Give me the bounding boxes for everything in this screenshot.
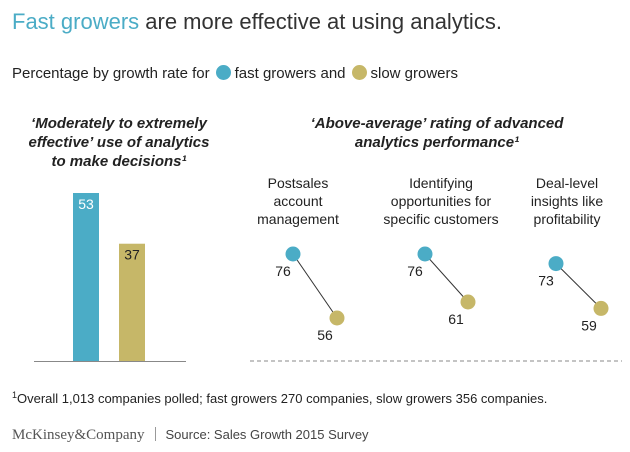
category-label-line: insights like bbox=[530, 193, 604, 209]
dot-value-label-fast: 76 bbox=[407, 263, 423, 279]
chart-title: Fast growers are more effective at using… bbox=[12, 8, 502, 36]
legend: Percentage by growth rate for fast grower… bbox=[12, 64, 458, 84]
brand-logo: McKinsey&Company bbox=[12, 427, 145, 443]
legend-fast-label: fast growers and bbox=[234, 65, 346, 82]
category-label-deal-level: Deal-level insights like profitability bbox=[497, 174, 630, 228]
dot-fast bbox=[417, 246, 433, 262]
bar-slow bbox=[119, 243, 145, 361]
bar-panel-title-line: ‘Moderately to extremely bbox=[31, 115, 207, 132]
title-highlight: Fast growers bbox=[12, 9, 140, 34]
dot-value-label-fast: 76 bbox=[275, 263, 291, 279]
bar-value-label-fast: 53 bbox=[78, 196, 94, 212]
dot-value-label-slow: 61 bbox=[448, 311, 464, 327]
connector-line bbox=[292, 253, 338, 319]
dot-slow bbox=[593, 300, 609, 316]
source-line: McKinsey&Company Source: Sales Growth 201… bbox=[12, 426, 369, 444]
separator bbox=[154, 427, 156, 441]
bar-panel-title-line: effective’ use of analytics bbox=[28, 134, 210, 151]
source-text: Source: Sales Growth 2015 Survey bbox=[165, 427, 369, 442]
dot-slow bbox=[460, 294, 476, 310]
legend-slow-swatch bbox=[351, 65, 367, 80]
footnote: 1Overall 1,013 companies polled; fast gr… bbox=[12, 386, 547, 408]
category-label-line: management bbox=[257, 211, 339, 227]
connector-line bbox=[555, 263, 602, 309]
bar-value-label-slow: 37 bbox=[124, 247, 140, 263]
category-label-identifying: Identifying opportunities for specific c… bbox=[371, 174, 511, 228]
dot-value-label-slow: 59 bbox=[581, 317, 597, 333]
connector-line bbox=[424, 253, 469, 303]
category-label-line: Deal-level bbox=[535, 175, 599, 191]
dot-panel-title-line: analytics performance¹ bbox=[354, 134, 520, 151]
dot-value-label-fast: 73 bbox=[538, 273, 554, 289]
title-rest: are more effective at using analytics. bbox=[139, 9, 502, 34]
bar-panel-title-line: to make decisions¹ bbox=[51, 153, 187, 170]
legend-fast-swatch bbox=[215, 65, 231, 80]
category-label-line: Identifying bbox=[409, 175, 473, 191]
bar-fast bbox=[73, 193, 99, 361]
dot-value-label-slow: 56 bbox=[317, 327, 333, 343]
dot-fast bbox=[548, 256, 564, 272]
dot-slow bbox=[329, 310, 345, 326]
legend-prefix: Percentage by growth rate for bbox=[12, 65, 210, 82]
category-label-postsales: Postsales account management bbox=[228, 174, 368, 228]
category-label-line: opportunities for bbox=[390, 193, 492, 209]
category-label-line: Postsales bbox=[267, 175, 329, 191]
category-label-line: specific customers bbox=[383, 211, 499, 227]
category-label-line: profitability bbox=[533, 211, 601, 227]
dot-fast bbox=[285, 246, 301, 262]
dot-panel-title-line: ‘Above-average’ rating of advanced bbox=[310, 115, 564, 132]
bar-panel-title: ‘Moderately to extremely effective’ use … bbox=[14, 114, 224, 171]
footnote-text: Overall 1,013 companies polled; fast gro… bbox=[17, 391, 548, 406]
dot-panel-title: ‘Above-average’ rating of advanced analy… bbox=[262, 114, 612, 152]
footnote-marker: 1 bbox=[12, 390, 18, 400]
category-label-line: account bbox=[273, 193, 323, 209]
legend-slow-label: slow growers bbox=[370, 65, 459, 82]
